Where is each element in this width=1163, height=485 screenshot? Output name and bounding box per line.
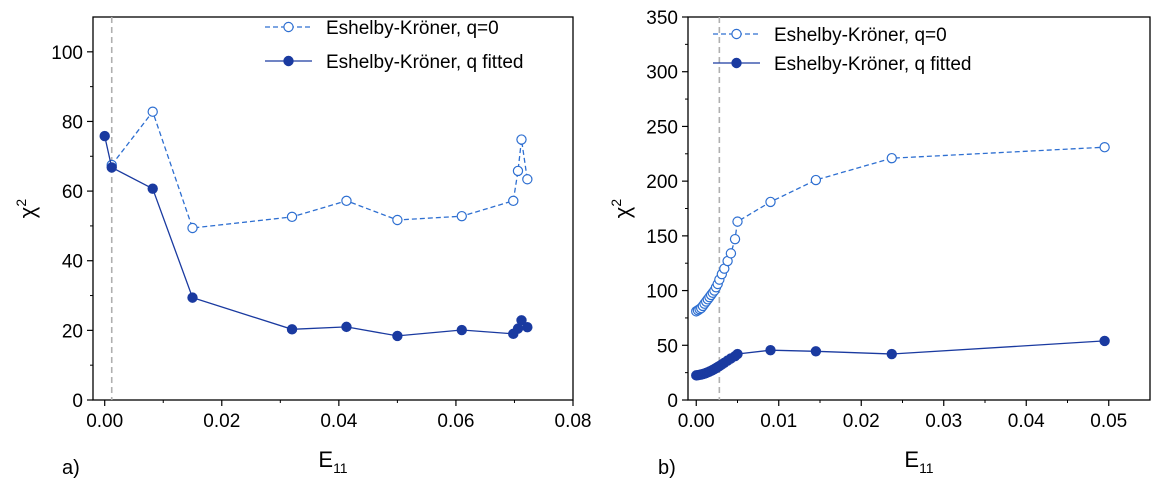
data-point-q0	[732, 216, 743, 227]
x-tick-label: 0.08	[555, 411, 592, 432]
data-point-q0	[516, 134, 527, 145]
data-point-q0	[147, 106, 158, 117]
data-point-q0	[456, 210, 467, 222]
legend-label: Eshelby-Kröner, q fitted	[774, 54, 972, 75]
data-point-q0	[512, 165, 524, 177]
data-point-qfitted	[106, 162, 117, 173]
data-point-qfitted	[187, 292, 198, 303]
y-tick-label: 20	[62, 321, 83, 342]
panel-label: b)	[658, 457, 676, 479]
data-point-q0	[392, 214, 403, 226]
data-point-qfitted	[810, 346, 822, 357]
y-axis-label: χ2	[13, 199, 40, 219]
x-tick-label: 0.06	[437, 411, 474, 432]
legend-label: Eshelby-Kröner, q fitted	[326, 52, 524, 73]
data-point-qfitted	[341, 321, 352, 333]
data-point-qfitted	[456, 324, 467, 336]
x-tick-label: 0.00	[86, 411, 123, 432]
legend-marker	[731, 28, 742, 40]
series-line-q0	[111, 110, 528, 229]
data-point-qfitted	[147, 183, 158, 194]
x-axis-label: E11	[318, 447, 347, 476]
legend-label: Eshelby-Kröner, q=0	[774, 25, 947, 46]
data-point-qfitted	[286, 324, 298, 335]
y-tick-label: 200	[646, 172, 678, 193]
y-tick-label: 50	[657, 336, 678, 357]
series-line-q0	[695, 146, 1105, 312]
y-tick-label: 0	[667, 391, 678, 412]
y-tick-label: 80	[62, 112, 83, 133]
y-tick-label: 350	[646, 8, 678, 29]
data-point-q0	[765, 196, 776, 208]
data-point-q0	[341, 195, 352, 207]
y-tick-label: 100	[51, 43, 83, 64]
data-point-qfitted	[732, 348, 743, 360]
data-point-qfitted	[392, 330, 403, 342]
x-tick-label: 0.01	[760, 411, 797, 432]
data-point-q0	[1099, 142, 1110, 153]
legend-label: Eshelby-Kröner, q=0	[326, 18, 499, 39]
y-axis-label: χ2	[608, 199, 635, 219]
data-point-q0	[522, 174, 533, 185]
data-point-q0	[508, 195, 519, 207]
x-tick-label: 0.05	[1090, 411, 1127, 432]
data-point-qfitted	[99, 130, 110, 142]
x-tick-label: 0.03	[925, 411, 962, 432]
data-point-q0	[810, 174, 822, 186]
plot-frame	[92, 16, 574, 401]
x-axis-label: E11	[904, 447, 933, 476]
y-tick-label: 40	[62, 252, 83, 273]
series-line-qfitted	[104, 135, 528, 337]
y-tick-label: 100	[646, 282, 678, 303]
y-tick-label: 0	[72, 391, 83, 412]
panel-label: a)	[62, 457, 80, 479]
data-point-qfitted	[1099, 335, 1110, 347]
y-tick-label: 300	[646, 63, 678, 84]
x-tick-label: 0.04	[1008, 411, 1045, 432]
y-tick-label: 150	[646, 227, 678, 248]
data-point-qfitted	[886, 348, 897, 360]
data-point-qfitted	[765, 345, 776, 356]
legend-marker	[731, 57, 742, 69]
data-point-q0	[286, 211, 298, 223]
series-line-qfitted	[696, 340, 1105, 377]
data-point-q0	[729, 233, 741, 245]
legend-marker	[283, 21, 294, 33]
x-tick-label: 0.02	[203, 411, 240, 432]
panel-a: 0.00 0.02 0.04 0.06 0.08 0 20 40 60 80 100 E11 χ2 a) E…	[13, 16, 592, 479]
x-tick-label: 0.02	[843, 411, 880, 432]
data-point-q0	[886, 152, 897, 164]
x-tick-label: 0.04	[320, 411, 357, 432]
y-tick-label: 250	[646, 117, 678, 138]
legend-marker	[283, 55, 294, 67]
data-point-qfitted	[522, 322, 533, 333]
data-point-q0	[187, 222, 198, 234]
panel-b: 0.00 0.01 0.02 0.03 0.04 0.05 0 50 100 150 200 250 3…	[608, 8, 1151, 479]
y-tick-label: 60	[62, 182, 83, 203]
x-tick-label: 0.00	[678, 411, 715, 432]
data-point-qfitted	[516, 315, 527, 326]
data-point-q0	[725, 248, 737, 259]
